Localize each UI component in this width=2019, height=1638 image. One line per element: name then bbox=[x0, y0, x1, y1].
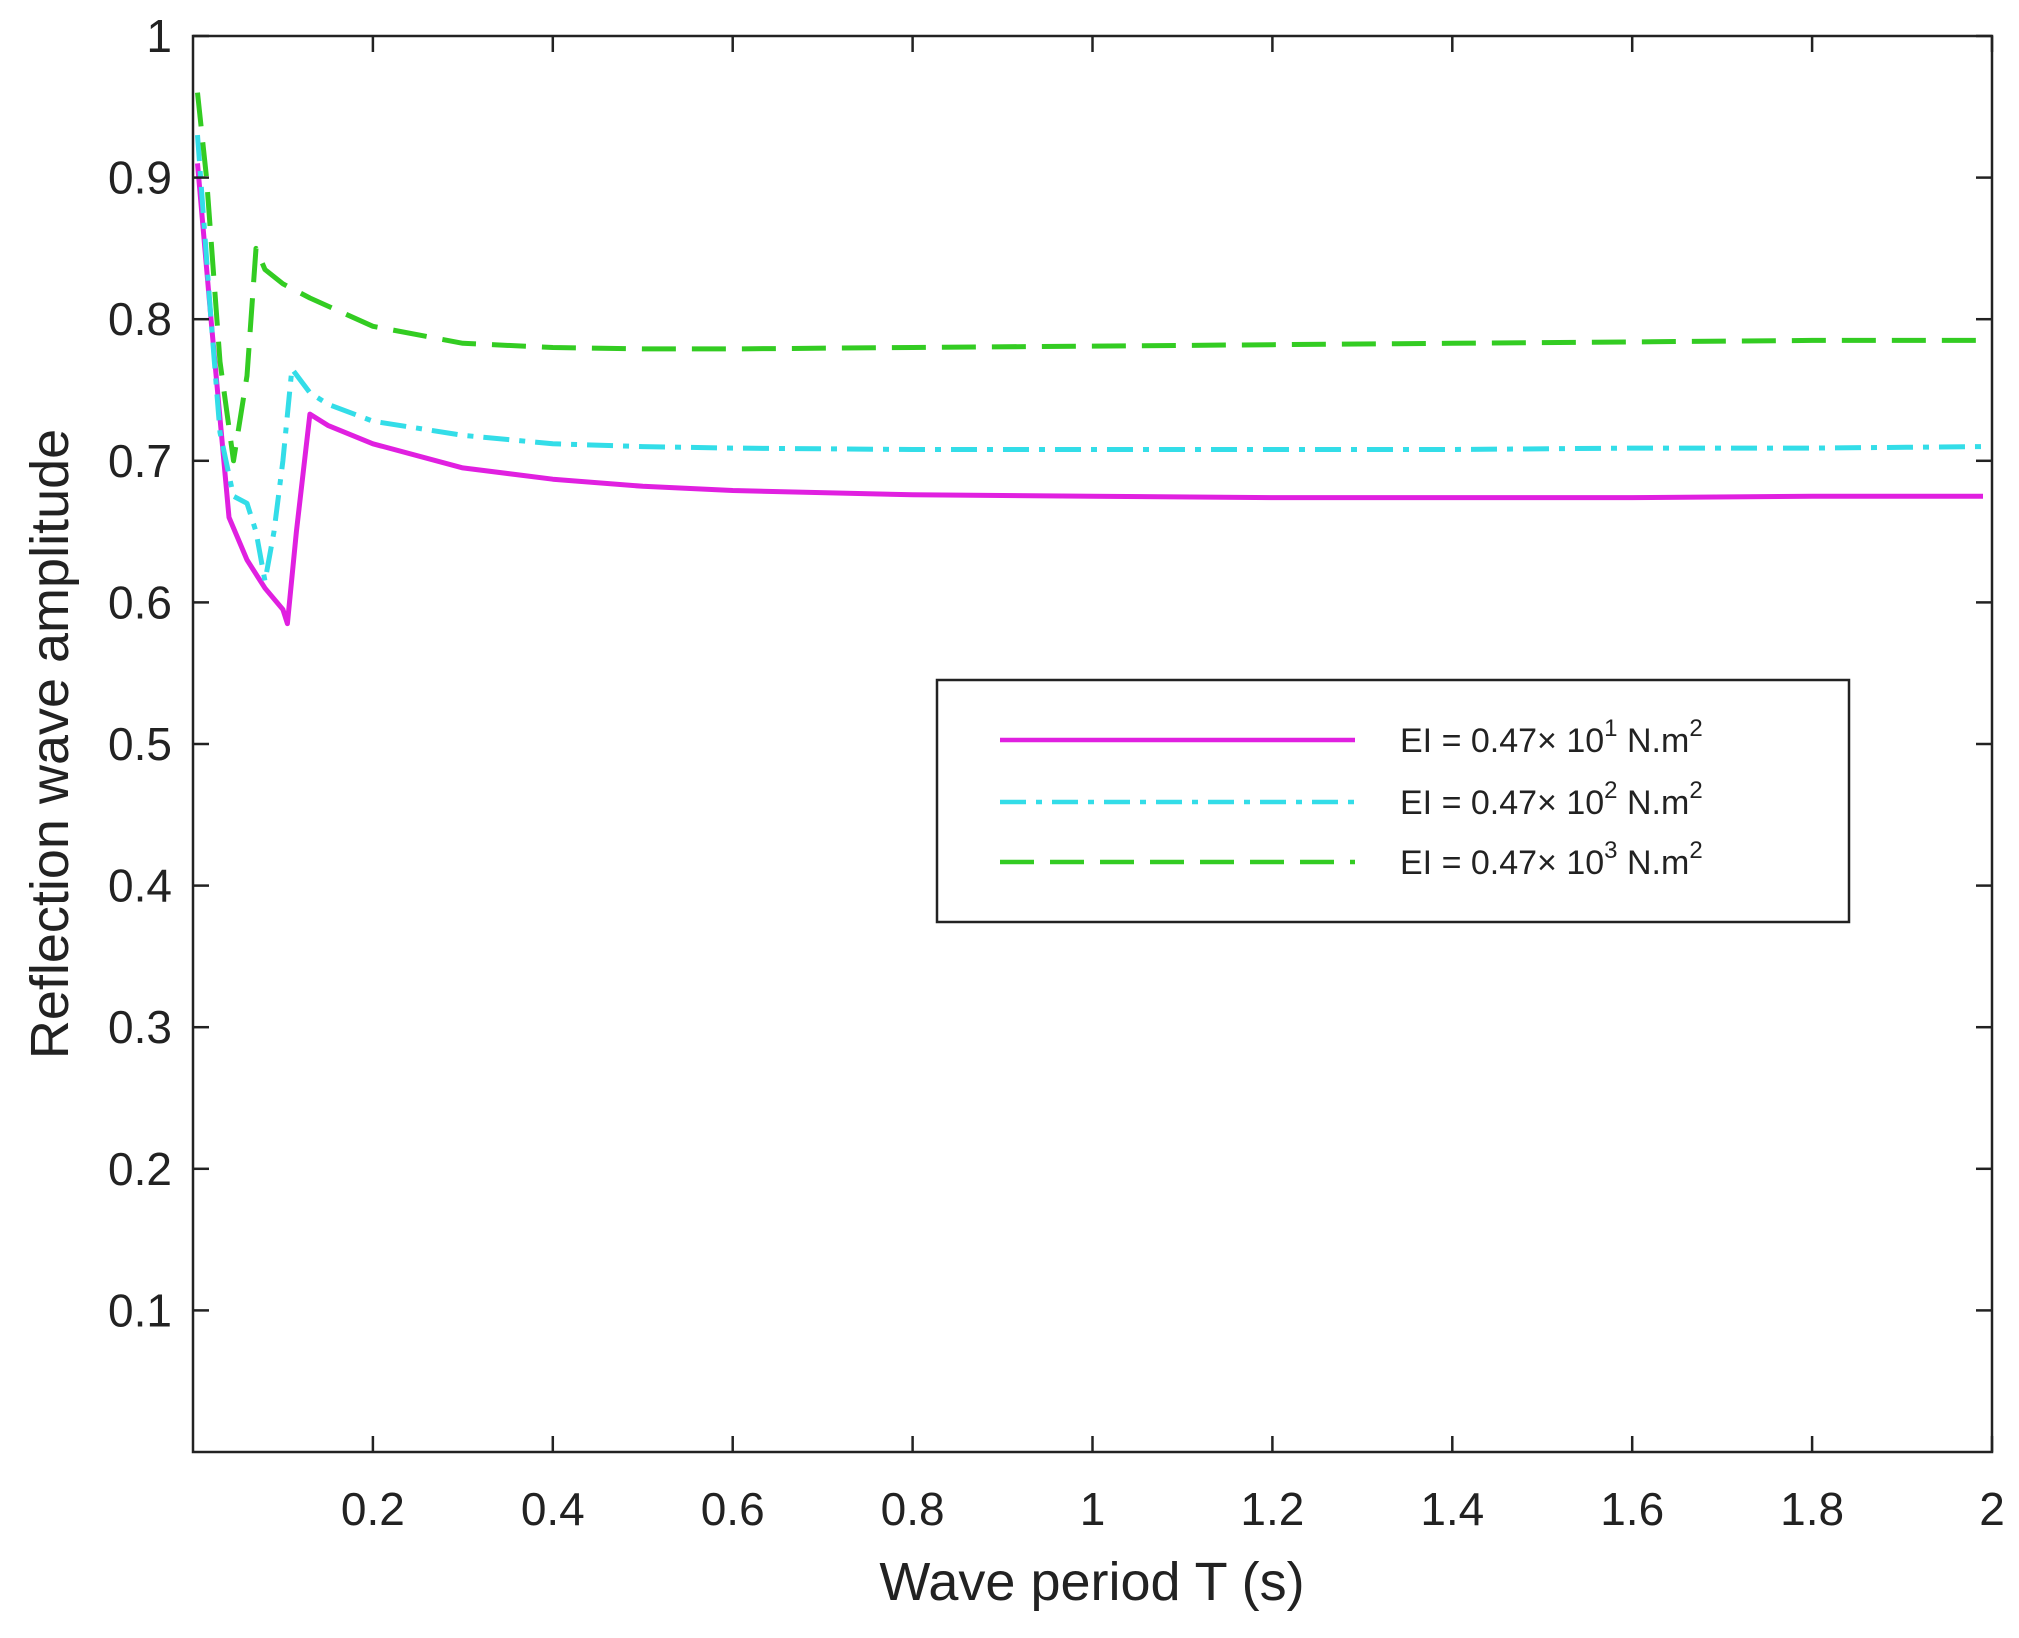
y-tick-label: 1 bbox=[146, 10, 172, 62]
x-tick-label: 0.4 bbox=[521, 1483, 585, 1535]
x-tick-label: 0.8 bbox=[881, 1483, 945, 1535]
y-tick-label: 0.6 bbox=[108, 576, 172, 628]
x-tick-label: 1 bbox=[1080, 1483, 1106, 1535]
y-tick-label: 0.1 bbox=[108, 1284, 172, 1336]
legend-label-3: EI = 0.47× 103 N.m2 bbox=[1400, 837, 1703, 882]
x-tick-label: 1.4 bbox=[1420, 1483, 1484, 1535]
x-axis-label: Wave period T (s) bbox=[879, 1552, 1304, 1612]
x-tick-label: 2 bbox=[1979, 1483, 2005, 1535]
y-tick-label: 0.2 bbox=[108, 1143, 172, 1195]
legend: EI = 0.47× 101 N.m2 EI = 0.47× 102 N.m2 EI… bbox=[935, 678, 1851, 924]
series-line-3 bbox=[195, 92, 1983, 464]
x-tick-label: 1.2 bbox=[1240, 1483, 1304, 1535]
legend-label-1: EI = 0.47× 101 N.m2 bbox=[1400, 715, 1703, 760]
x-tick-label: 1.8 bbox=[1780, 1483, 1844, 1535]
series-line-2 bbox=[195, 134, 1984, 584]
y-tick-label: 0.9 bbox=[108, 152, 172, 204]
x-tick-label: 1.6 bbox=[1600, 1483, 1664, 1535]
y-tick-label: 0.7 bbox=[108, 435, 172, 487]
y-tick-label: 0.5 bbox=[108, 718, 172, 770]
y-tick-label: 0.8 bbox=[108, 293, 172, 345]
legend-label-2: EI = 0.47× 102 N.m2 bbox=[1400, 777, 1703, 822]
y-tick-label: 0.4 bbox=[108, 860, 172, 912]
series-line-1 bbox=[195, 163, 1983, 627]
x-tick-label: 0.6 bbox=[701, 1483, 765, 1535]
tick-layer: 0.2 0.4 0.6 0.8 1 1.2 1.4 1.6 1.8 2 0.1 0.2 0.3 0.4 0.… bbox=[108, 10, 2005, 1535]
x-tick-label: 0.2 bbox=[341, 1483, 405, 1535]
y-axis-label: Reflection wave amplitude bbox=[20, 429, 80, 1059]
y-tick-label: 0.3 bbox=[108, 1001, 172, 1053]
series-layer bbox=[195, 92, 1984, 627]
